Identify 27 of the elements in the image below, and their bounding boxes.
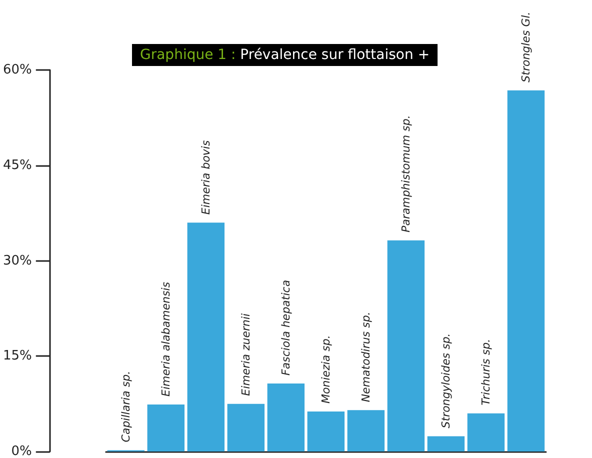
x-tick-label: Fasciola hepatica <box>279 280 292 376</box>
bar <box>307 411 345 452</box>
y-tick-label: 45% <box>2 158 32 173</box>
x-tick-label: Strongles Gl. <box>519 12 532 82</box>
bar <box>267 383 305 452</box>
bar <box>187 222 225 452</box>
chart-title: Graphique 1 : Prévalence sur flottaison + <box>140 47 430 63</box>
bar <box>427 436 465 452</box>
y-tick-label: 60% <box>2 62 32 78</box>
y-tick-label: 15% <box>2 348 32 364</box>
bar <box>147 404 185 452</box>
x-tick-label: Eimeria zuernii <box>239 313 252 396</box>
bar <box>227 404 265 452</box>
bar <box>507 90 545 452</box>
y-tick-label: 0% <box>11 444 32 458</box>
bar <box>387 240 425 452</box>
x-tick-label: Eimeria bovis <box>199 140 212 215</box>
x-tick-label: Trichuris sp. <box>479 338 492 406</box>
y-tick-label: 30% <box>2 253 32 268</box>
bar <box>347 410 385 452</box>
bar <box>467 413 505 452</box>
x-tick-label: Moniezia sp. <box>319 335 332 404</box>
x-tick-label: Nematodirus sp. <box>359 312 372 402</box>
x-tick-label: Capillaria sp. <box>119 370 132 442</box>
x-tick-label: Eimeria alabamensis <box>159 282 172 396</box>
x-tick-label: Strongyloides sp. <box>439 333 452 428</box>
x-tick-label: Paramphistomum sp. <box>399 115 412 232</box>
